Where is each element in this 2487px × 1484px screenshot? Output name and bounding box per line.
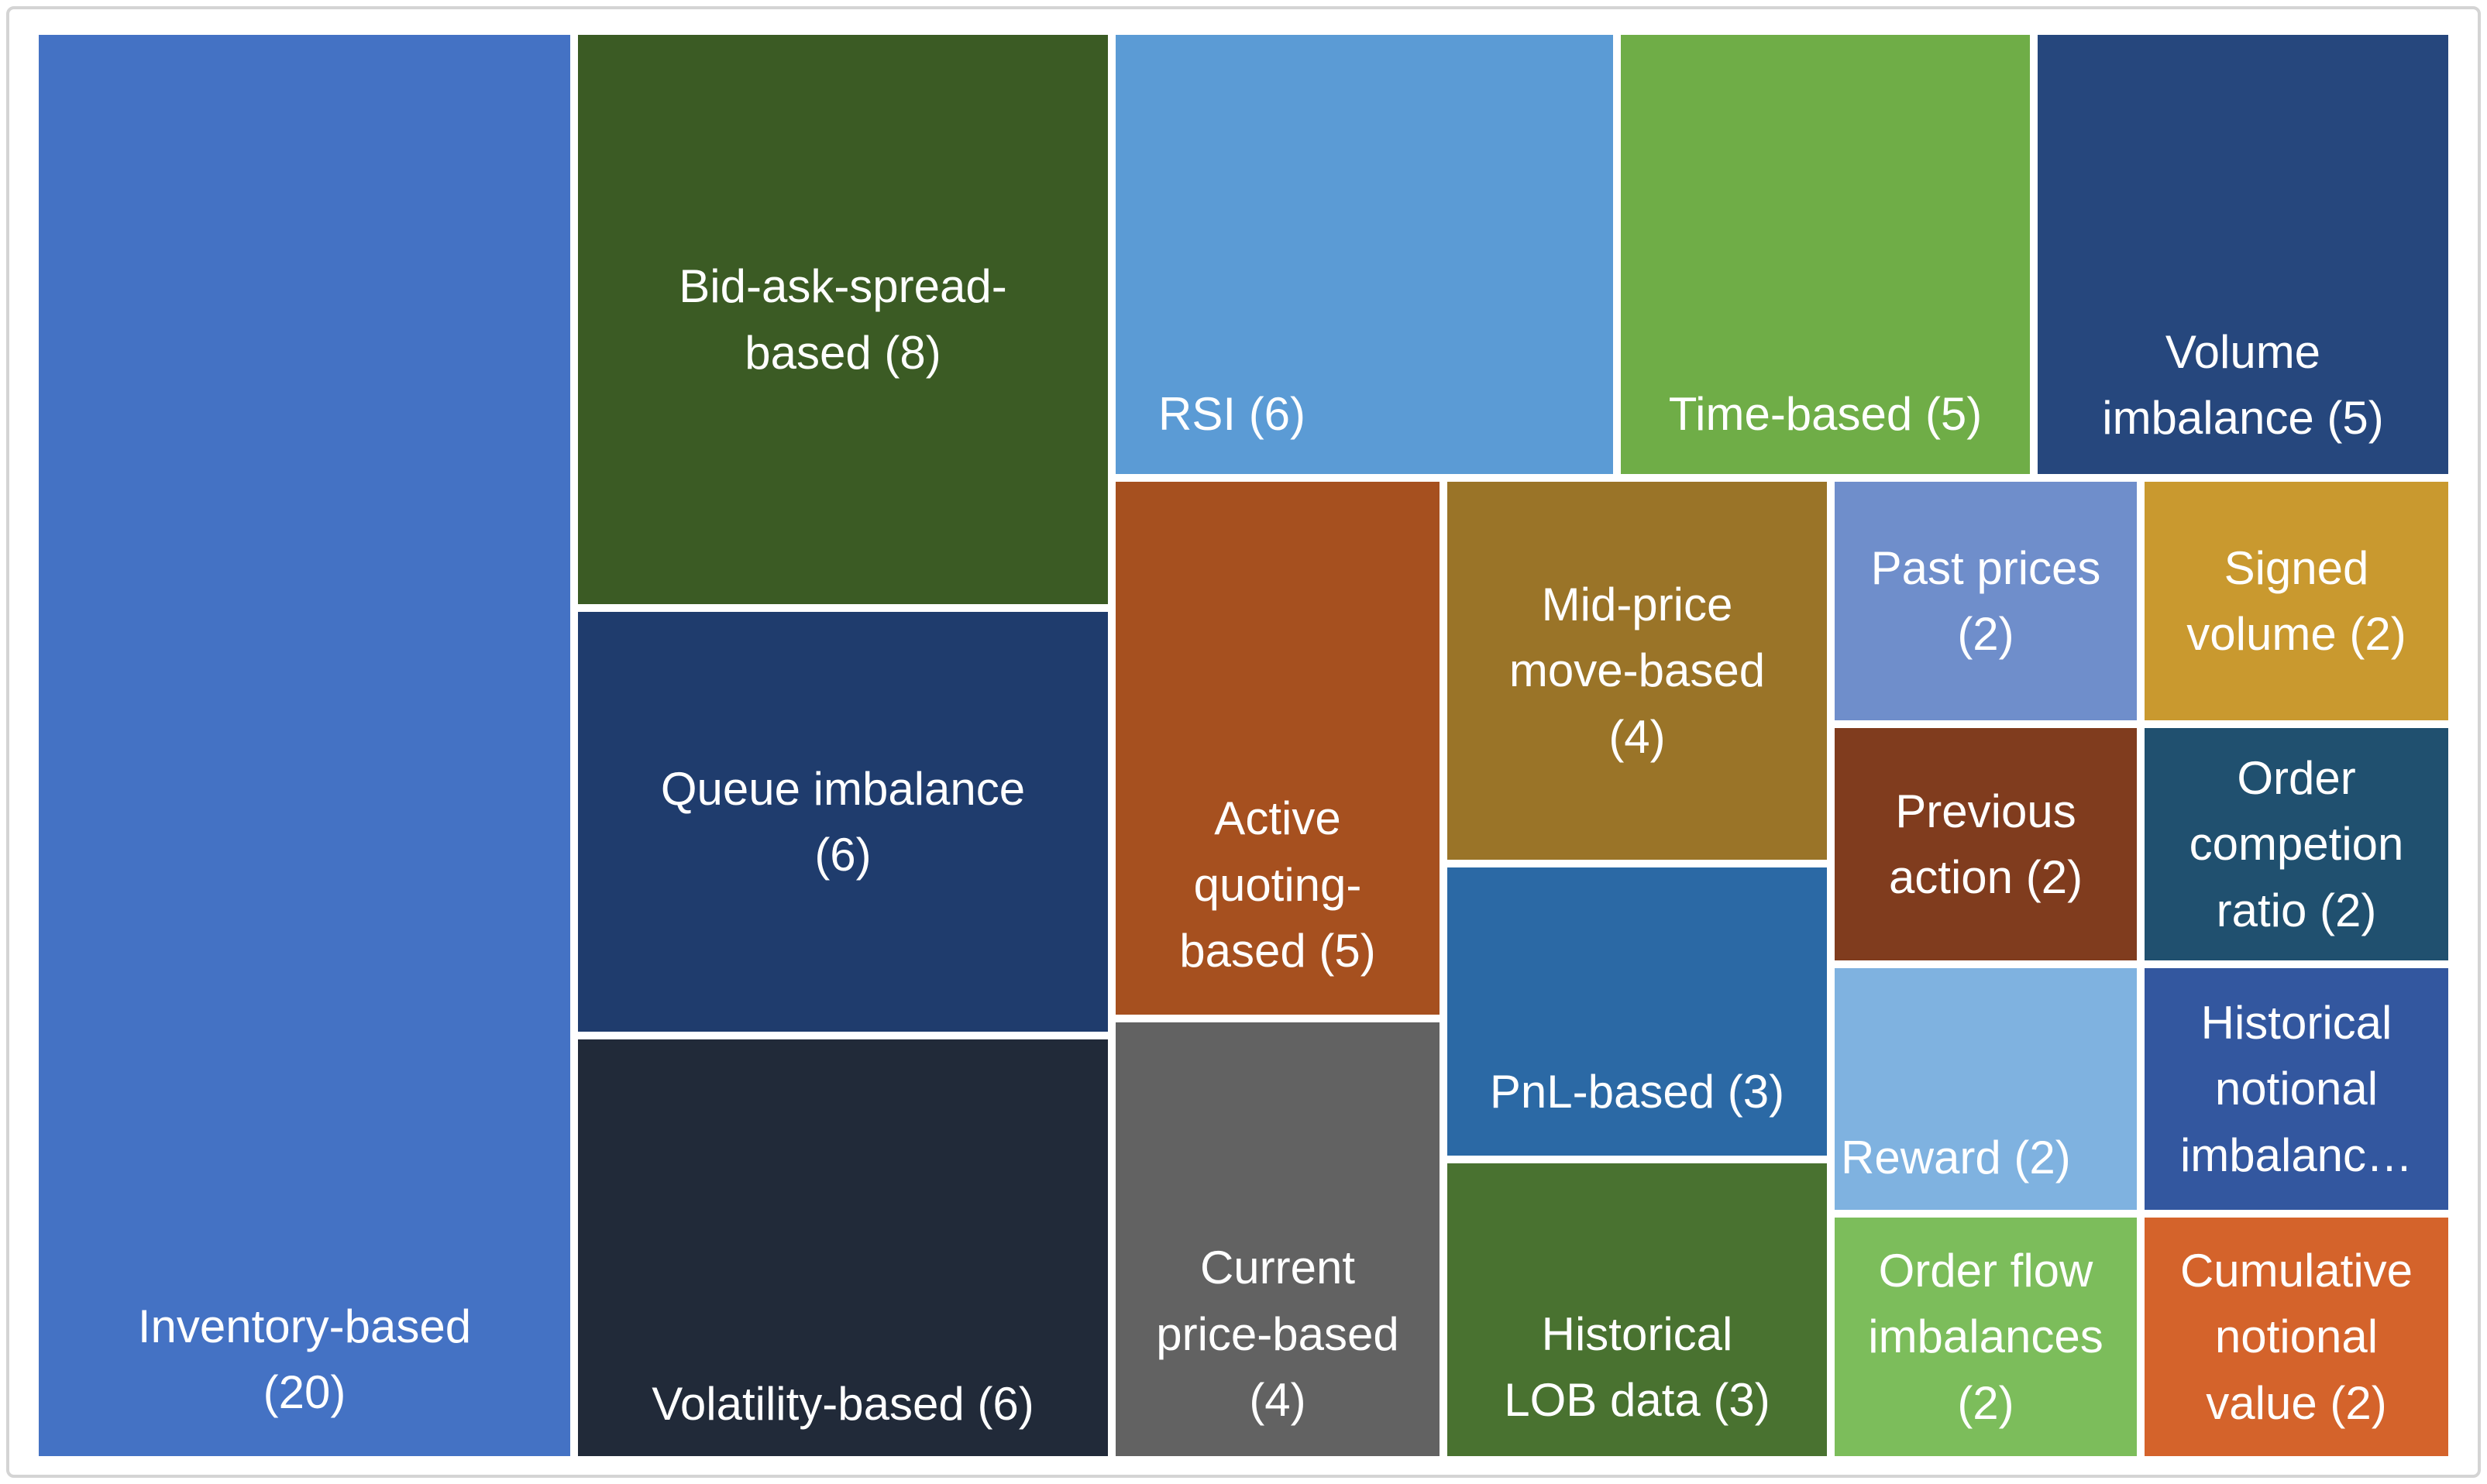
treemap-tile-volatility-based: Volatility-based (6) bbox=[578, 1039, 1108, 1456]
tile-label-line: Volume bbox=[2165, 325, 2321, 378]
tile-label-line: (2) bbox=[1957, 608, 2014, 660]
tile-label-line: Volatility-based (6) bbox=[652, 1377, 1034, 1430]
treemap-tile-inventory-based: Inventory-based (20) bbox=[39, 35, 570, 1456]
tile-label-line: move-based bbox=[1508, 644, 1766, 697]
tile-label-line: Past prices bbox=[1870, 541, 2101, 594]
treemap-tile-volume-imbalance: Volume imbalance (5) bbox=[2038, 35, 2448, 474]
tile-label-line: action (2) bbox=[1888, 851, 2083, 903]
treemap-tile-order-flow-imbalances: Order flow imbalances (2) bbox=[1835, 1218, 2137, 1456]
treemap-tile-reward: Reward (2) bbox=[1835, 968, 2137, 1210]
treemap-tile-historical-lob-data: Historical LOB data (3) bbox=[1447, 1163, 1827, 1456]
tile-label-line: Historical bbox=[2200, 997, 2392, 1049]
tile-label-line: value (2) bbox=[2206, 1376, 2387, 1429]
tile-label-line: ratio (2) bbox=[2216, 884, 2377, 936]
tile-label-line: Previous bbox=[1895, 785, 2076, 837]
treemap-tile-past-prices: Past prices (2) bbox=[1835, 482, 2137, 720]
treemap-tile-historical-notional-imbalance: Historical notional imbalanc… bbox=[2145, 968, 2448, 1210]
tile-label-line: notional bbox=[2214, 1311, 2379, 1363]
tile-label-line: (2) bbox=[1957, 1376, 2014, 1429]
tile-label-line: price-based bbox=[1156, 1307, 1399, 1360]
tile-label-line: Inventory-based bbox=[137, 1300, 472, 1352]
treemap-tile-previous-action: Previous action (2) bbox=[1835, 728, 2137, 960]
treemap-tile-order-competion-ratio: Order competion ratio (2) bbox=[2145, 728, 2448, 960]
tile-label-line: Historical bbox=[1541, 1307, 1733, 1360]
tile-label-line: imbalanc… bbox=[2179, 1128, 2413, 1181]
tile-label-line: based (5) bbox=[1179, 924, 1376, 977]
treemap-tile-cumulative-notional-value: Cumulative notional value (2) bbox=[2145, 1218, 2448, 1456]
tile-label-line: (4) bbox=[1249, 1373, 1306, 1426]
tile-label-line: Bid-ask-spread- bbox=[679, 260, 1007, 313]
tile-label-line: notional bbox=[2214, 1063, 2379, 1115]
tile-label-line: Active bbox=[1214, 792, 1341, 845]
tile-label-line: Time-based (5) bbox=[1668, 387, 1983, 440]
treemap-tile-active-quoting-based: Active quoting-based (5) bbox=[1116, 482, 1440, 1015]
tile-label-line: based (8) bbox=[745, 326, 941, 379]
tile-label-line: competion bbox=[2189, 818, 2404, 871]
tile-label-line: Order flow bbox=[1878, 1245, 2093, 1297]
tile-label-line: Order bbox=[2237, 752, 2356, 805]
tile-label-line: imbalance (5) bbox=[2102, 391, 2384, 444]
tile-label-line: PnL-based (3) bbox=[1489, 1065, 1785, 1118]
treemap-tile-mid-price-move-based: Mid-price move-based (4) bbox=[1447, 482, 1827, 860]
tile-label-line: Signed bbox=[2224, 541, 2369, 594]
treemap-tile-signed-volume: Signed volume (2) bbox=[2145, 482, 2448, 720]
tile-label-line: Queue imbalance bbox=[660, 762, 1026, 815]
treemap-tile-pnl-based: PnL-based (3) bbox=[1447, 867, 1827, 1156]
tile-label-line: Reward (2) bbox=[1841, 1131, 2071, 1183]
tile-label-line: Cumulative bbox=[2179, 1245, 2413, 1297]
tile-label-line: Mid-price bbox=[1541, 579, 1733, 631]
treemap-tile-queue-imbalance: Queue imbalance (6) bbox=[578, 612, 1108, 1032]
treemap-tile-bid-ask-spread-based: Bid-ask-spread-based (8) bbox=[578, 35, 1108, 604]
tile-label-line: imbalances bbox=[1868, 1311, 2103, 1363]
tile-label-line: (4) bbox=[1608, 710, 1666, 763]
tile-label-line: Current bbox=[1199, 1242, 1356, 1294]
tile-label-line: (20) bbox=[263, 1365, 346, 1418]
tile-label-line: volume (2) bbox=[2186, 608, 2406, 660]
tile-label-line: RSI (6) bbox=[1158, 387, 1306, 440]
treemap-tile-time-based: Time-based (5) bbox=[1621, 35, 2030, 474]
treemap-tile-rsi: RSI (6) bbox=[1116, 35, 1613, 474]
tile-label-line: (6) bbox=[814, 829, 872, 881]
tile-label-line: quoting- bbox=[1193, 858, 1362, 911]
tile-label-line: LOB data (3) bbox=[1504, 1373, 1770, 1426]
treemap-tile-current-price-based: Current price-based (4) bbox=[1116, 1022, 1440, 1456]
